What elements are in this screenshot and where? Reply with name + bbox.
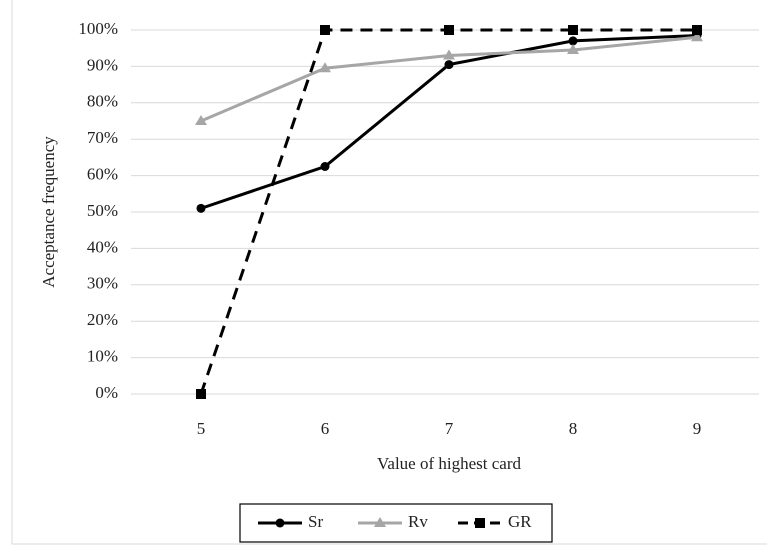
data-point [320, 25, 330, 35]
data-point [691, 31, 703, 42]
x-tick-label: 9 [693, 419, 702, 438]
legend-label: Sr [308, 512, 323, 531]
y-tick-label: 40% [87, 237, 118, 256]
legend-marker [374, 517, 386, 527]
y-tick-label: 0% [95, 383, 118, 402]
x-tick-label: 6 [321, 419, 330, 438]
x-tick-label: 5 [197, 419, 206, 438]
data-point [195, 115, 207, 125]
data-point [567, 44, 579, 55]
x-tick-label: 8 [569, 419, 578, 438]
data-point [568, 36, 578, 46]
data-point [444, 60, 454, 70]
legend-marker [475, 518, 485, 528]
y-tick-label: 60% [87, 165, 118, 184]
data-point [196, 203, 206, 213]
x-axis-title: Value of highest card [377, 454, 521, 473]
y-tick-label: 90% [87, 55, 118, 74]
data-point [319, 62, 331, 73]
y-tick-label: 20% [87, 310, 118, 329]
legend-label: Rv [408, 512, 428, 531]
chart-frame [11, 0, 767, 545]
data-point [320, 162, 330, 171]
y-axis-title: Acceptance frequency [39, 136, 58, 288]
legend-label: GR [508, 512, 532, 531]
data-point [568, 25, 578, 35]
x-tick-label: 7 [445, 419, 454, 438]
y-tick-label: 50% [87, 201, 118, 220]
data-point [443, 49, 455, 60]
y-tick-label: 80% [87, 92, 118, 111]
legend-marker [275, 518, 285, 528]
y-tick-label: 100% [78, 19, 118, 38]
data-point [444, 25, 454, 35]
y-tick-label: 30% [87, 274, 118, 293]
y-tick-label: 70% [87, 128, 118, 147]
y-tick-label: 10% [87, 347, 118, 366]
data-point [196, 389, 206, 399]
data-point [692, 25, 702, 35]
